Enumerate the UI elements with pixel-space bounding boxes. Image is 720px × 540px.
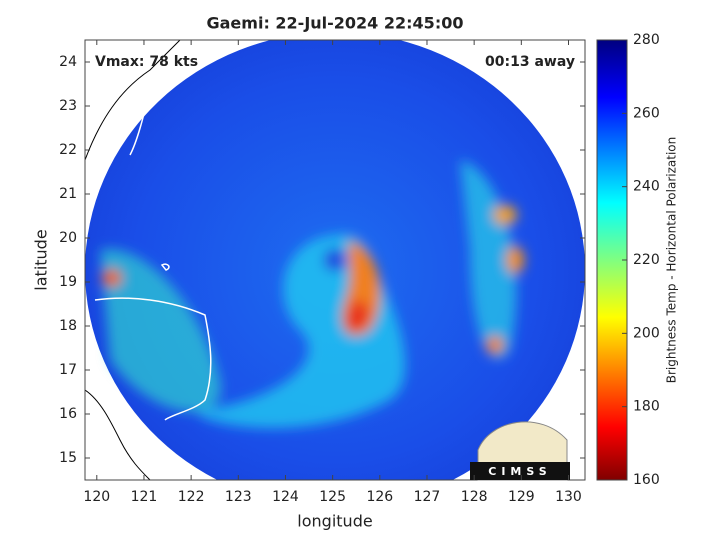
colorbar-tick-label: 280 — [633, 32, 660, 48]
y-tick-label: 16 — [59, 406, 77, 422]
colorbar-tick-label: 260 — [633, 105, 660, 121]
y-tick-label: 22 — [59, 142, 77, 158]
x-tick-label: 130 — [555, 489, 582, 505]
colorbar-tick-label: 220 — [633, 252, 660, 268]
colorbar-tick-label: 200 — [633, 325, 660, 341]
x-tick-label: 128 — [461, 489, 488, 505]
y-tick-label: 21 — [59, 186, 77, 202]
colorbar-tick-label: 180 — [633, 399, 660, 415]
logo: CIMSS — [470, 421, 570, 481]
logo-text: CIMSS — [488, 465, 551, 478]
x-tick-label: 126 — [366, 489, 393, 505]
y-tick-label: 23 — [59, 98, 77, 114]
x-tick-label: 121 — [131, 489, 158, 505]
y-tick-label: 17 — [59, 362, 77, 378]
annotation: Vmax: 78 kts — [95, 54, 198, 70]
y-tick-label: 15 — [59, 450, 77, 466]
y-axis-label: latitude — [32, 229, 51, 290]
y-tick-label: 24 — [59, 54, 77, 70]
x-tick-label: 123 — [225, 489, 252, 505]
y-tick-label: 20 — [59, 230, 77, 246]
colorbar-tick-label: 240 — [633, 179, 660, 195]
x-tick-label: 127 — [414, 489, 441, 505]
plot-frame — [84, 39, 586, 481]
x-tick-label: 120 — [83, 489, 110, 505]
x-tick-label: 129 — [508, 489, 535, 505]
x-tick-label: 125 — [319, 489, 346, 505]
annotation: 00:13 away — [485, 54, 575, 70]
colorbar-label: Brightness Temp - Horizontal Polarizatio… — [665, 137, 679, 384]
y-tick-label: 19 — [59, 274, 77, 290]
x-tick-label: 122 — [178, 489, 205, 505]
x-tick-label: 124 — [272, 489, 299, 505]
y-tick-label: 18 — [59, 318, 77, 334]
colorbar-tick-label: 160 — [633, 472, 660, 488]
chart-title: Gaemi: 22-Jul-2024 22:45:00 — [207, 14, 464, 33]
imagery — [85, 40, 585, 480]
x-axis-label: longitude — [297, 512, 372, 531]
